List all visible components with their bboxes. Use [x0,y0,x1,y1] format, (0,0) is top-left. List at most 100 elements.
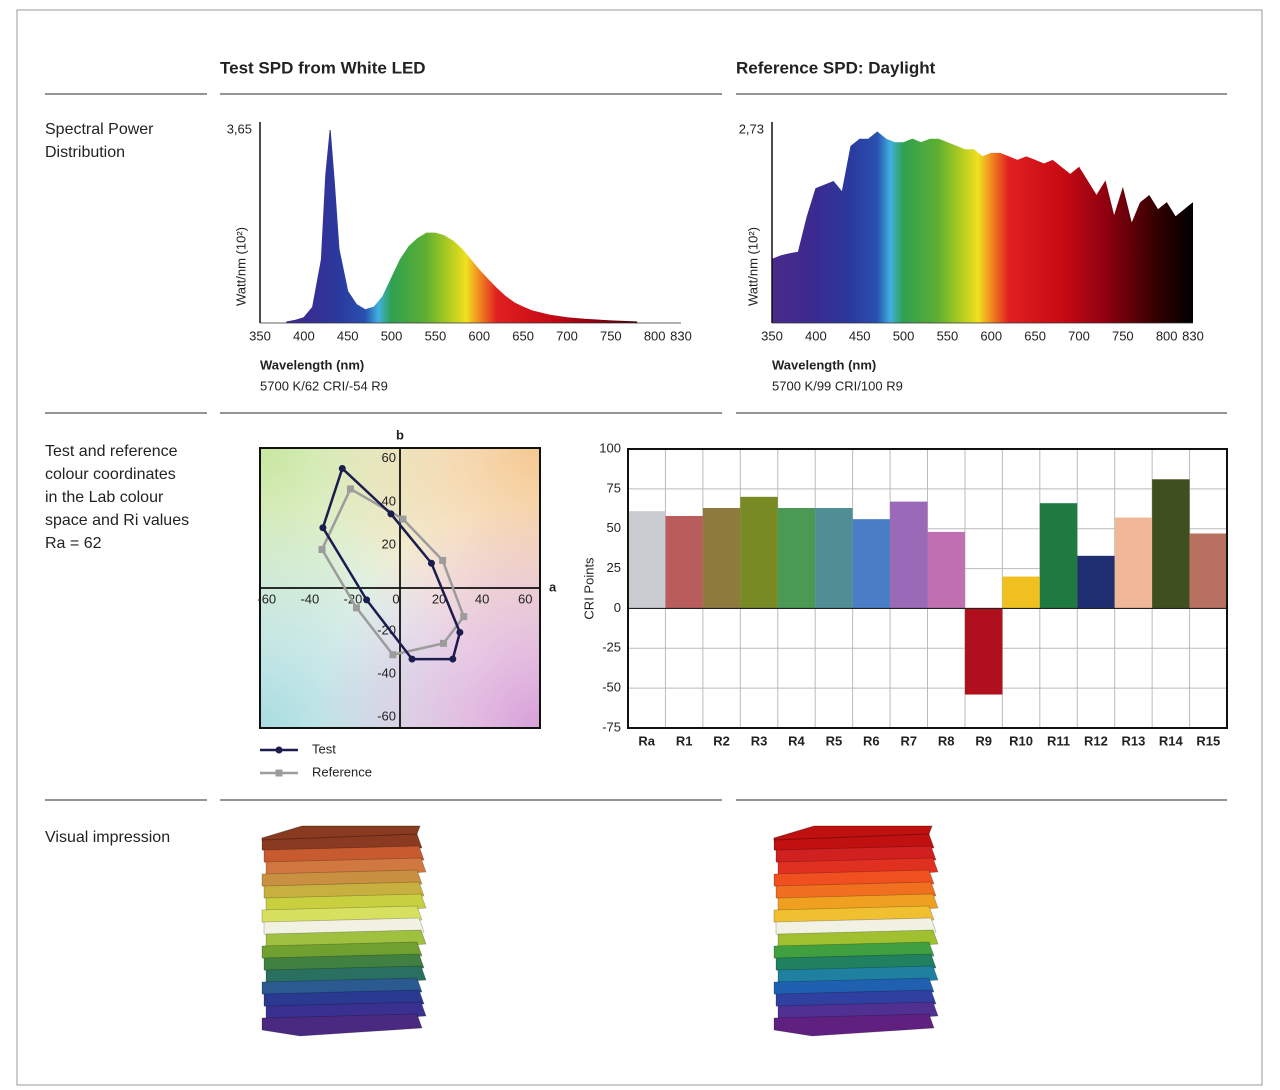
x-tick-label: R10 [1009,733,1033,748]
row-label: Test and reference [45,443,178,460]
bar [890,501,928,609]
y-tick-label: 25 [607,560,621,575]
bar [702,507,741,609]
plot-border [627,448,1228,729]
x-tick-label: R14 [1159,733,1184,748]
x-tick-label: 700 [1068,328,1090,343]
x-tick-label: 60 [518,591,532,606]
bar [964,608,1003,695]
y-tick-label: 40 [382,493,396,508]
x-tick-label: 650 [1024,328,1046,343]
point [427,559,435,567]
x-tick-label: 600 [468,328,490,343]
x-tick-label: 800 [1156,328,1178,343]
x-tick-label: 350 [761,328,783,343]
x-tick-label: 600 [980,328,1002,343]
x-tick-label: -60 [257,591,276,606]
y-tick-label: -40 [377,666,396,681]
point [408,655,416,663]
point [387,510,395,518]
bar [1077,555,1115,609]
chart-note: 5700 K/62 CRI/-54 R9 [260,378,388,393]
bar [628,511,666,609]
x-tick-label: 450 [337,328,359,343]
y-tick-label: 0 [614,600,621,615]
spd-line [286,129,638,323]
towel-layer [261,1013,423,1037]
point [338,464,346,472]
point [439,556,447,564]
x-tick-label: R4 [788,733,805,748]
y-tick-label: 2,73 [739,121,764,136]
bar [852,519,891,609]
x-tick-label: 400 [293,328,315,343]
point [389,651,397,659]
y-tick-label: 100 [599,440,621,455]
x-axis-label: Wavelength (nm) [772,357,876,372]
point [456,628,464,636]
spd-area [286,130,638,323]
bar [1039,503,1078,609]
spd-area [772,132,1193,323]
x-tick-label: 20 [432,591,446,606]
row-label: Distribution [45,144,125,161]
point [440,639,448,647]
row-label: Ra = 62 [45,535,102,552]
point [319,524,327,532]
row-label: Spectral Power [45,121,154,138]
towel-top [261,825,421,841]
x-tick-label: 40 [475,591,489,606]
y-axis-label: Watt/nm (10²) [745,227,760,306]
x-tick-label: R5 [826,733,843,748]
bar [1152,479,1190,609]
y-tick-label: 60 [382,450,396,465]
x-tick-label: R11 [1047,733,1070,748]
point [363,596,371,604]
x-tick-label: 800 [644,328,666,343]
row-label: space and Ri values [45,512,189,529]
x-tick-label: R3 [751,733,768,748]
y-tick-label: 20 [382,536,396,551]
point [460,613,468,621]
x-tick-label: 830 [1182,328,1204,343]
point [399,515,407,523]
x-tick-label: R9 [975,733,992,748]
y-axis-label: CRI Points [581,557,596,620]
x-tick-label: R6 [863,733,880,748]
rules [45,93,1227,801]
x-tick-label: R8 [938,733,955,748]
legend-marker [275,769,283,777]
legend-marker [275,746,283,754]
row-label: Visual impression [45,829,170,846]
point [449,655,457,663]
x-tick-label: 650 [512,328,534,343]
y-axis-label: b [396,427,404,442]
x-tick-label: 830 [670,328,692,343]
bar [740,496,778,609]
x-tick-label: R15 [1196,733,1220,748]
chart-note: 5700 K/99 CRI/100 R9 [772,378,903,393]
y-axis-label: Watt/nm (10²) [233,227,248,306]
x-tick-label: 350 [249,328,271,343]
x-tick-label: R2 [713,733,730,748]
page-border [16,9,1263,1086]
x-tick-label: R1 [676,733,693,748]
x-tick-label: -40 [300,591,319,606]
point [346,485,354,493]
y-tick-label: -50 [602,680,621,695]
towel-layer [773,1013,935,1037]
bar [1114,517,1153,609]
y-tick-label: 50 [607,520,621,535]
row-label: colour coordinates [45,466,176,483]
y-tick-label: -60 [377,709,396,724]
x-axis-label: a [549,579,557,594]
x-tick-label: R12 [1084,733,1108,748]
bar [777,507,816,609]
bar [927,531,965,609]
x-tick-label: 500 [381,328,403,343]
legend-label: Test [312,741,336,756]
y-tick-label: 3,65 [227,121,252,136]
towel-top [773,825,933,841]
x-tick-label: 700 [556,328,578,343]
